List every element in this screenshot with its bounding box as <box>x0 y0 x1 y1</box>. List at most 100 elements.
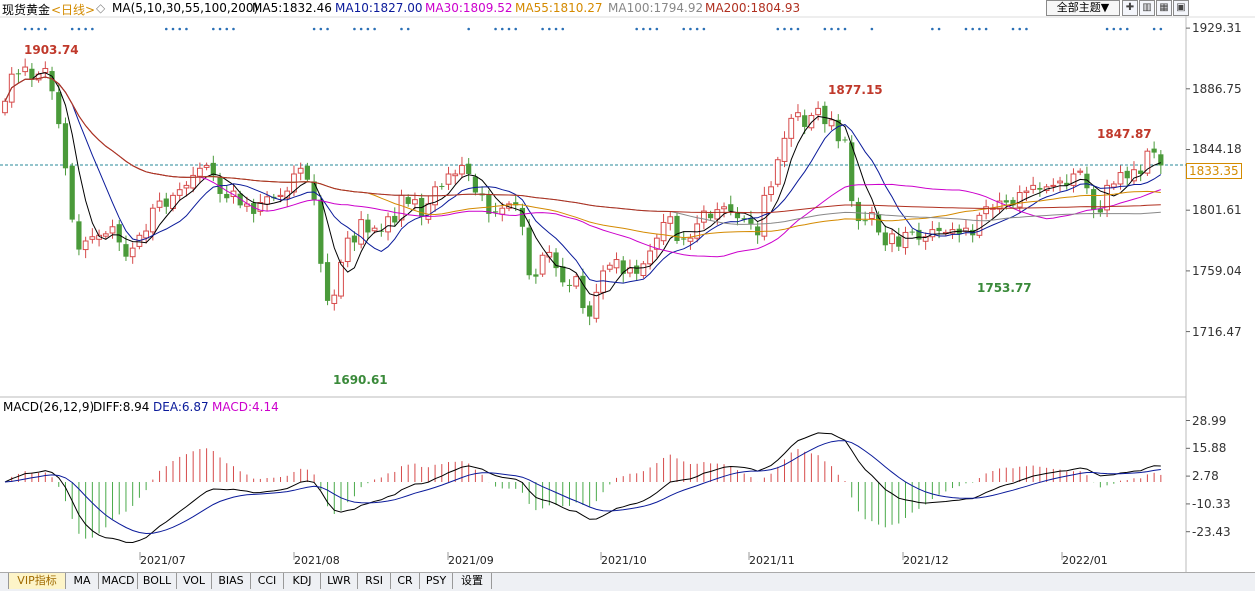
event-marker-dot <box>37 27 40 31</box>
candle-body <box>1030 184 1037 190</box>
candle-body <box>1057 180 1063 184</box>
macd-tick-label: 28.99 <box>1192 413 1227 428</box>
tab-settings[interactable]: 设置 <box>453 573 492 589</box>
tab-vol[interactable]: VOL <box>177 573 212 589</box>
ma200-line <box>4 76 1161 214</box>
event-marker-dot <box>30 27 34 31</box>
candle-body <box>331 294 338 304</box>
candle-body <box>593 291 600 319</box>
event-marker-dot <box>400 27 403 31</box>
candle-body <box>398 194 405 221</box>
tab-cci[interactable]: CCI <box>251 573 284 589</box>
tab-macd[interactable]: MACD <box>99 573 138 589</box>
candle-body <box>116 224 122 243</box>
candle-body <box>486 194 492 214</box>
y-tick-label: 1801.61 <box>1192 203 1242 218</box>
candle-body <box>822 105 828 125</box>
event-marker-dot <box>655 27 659 31</box>
candle-body <box>815 107 822 116</box>
fullscreen-icon[interactable]: ▣ <box>1173 0 1189 16</box>
macd-tick-label: -23.43 <box>1192 524 1231 539</box>
grid-icon[interactable]: ▦ <box>1156 0 1172 16</box>
theme-dropdown-button[interactable]: 全部主题▼ <box>1046 0 1120 16</box>
candle-body <box>526 227 532 276</box>
candle-body <box>237 193 243 206</box>
y-tick-label: 1844.18 <box>1192 142 1242 157</box>
candle-body <box>1064 182 1070 186</box>
y-tick-label: 1716.47 <box>1192 324 1242 339</box>
tab-cr[interactable]: CR <box>391 573 420 589</box>
candle-body <box>466 163 472 174</box>
event-marker-dot <box>870 27 874 31</box>
ma30-line <box>4 76 1161 258</box>
tab-psy[interactable]: PSY <box>420 573 453 589</box>
event-marker-dot <box>225 27 229 31</box>
candle-body <box>1110 183 1117 188</box>
y-tick-label: 1929.31 <box>1192 21 1242 36</box>
candle-body <box>983 206 990 215</box>
candle-body <box>1010 199 1016 206</box>
event-marker-dot <box>514 27 518 31</box>
layout-icon[interactable]: ▥ <box>1139 0 1155 16</box>
tab-bias[interactable]: BIAS <box>212 573 251 589</box>
event-marker-dot <box>836 27 840 31</box>
candle-body <box>889 233 895 245</box>
x-tick-label: 2021/08 <box>294 554 340 567</box>
event-marker-dot <box>1112 27 1116 31</box>
ma5-value: MA5:1832.46 <box>252 1 332 15</box>
event-marker-dot <box>1152 27 1156 31</box>
y-tick-label: 1759.04 <box>1192 263 1242 278</box>
candle-body <box>802 115 808 127</box>
event-marker-dot <box>500 27 504 31</box>
event-marker-dot <box>971 27 974 31</box>
tab-ma[interactable]: MA <box>66 573 99 589</box>
crosshair-icon[interactable]: ✚ <box>1122 0 1138 16</box>
tab-vip[interactable]: VIP指标 <box>9 573 66 589</box>
event-marker-dot <box>931 27 934 31</box>
candle-body <box>996 200 1003 210</box>
candle-body <box>472 176 478 193</box>
candle-body <box>553 252 559 269</box>
candle-body <box>566 284 573 286</box>
candle-body <box>257 202 264 212</box>
ma100-value: MA100:1794.92 <box>608 1 704 15</box>
event-marker-dot <box>212 27 215 31</box>
event-marker-dot <box>77 27 81 31</box>
period-selector[interactable]: <日线> <box>51 3 96 17</box>
event-marker-dot <box>843 27 847 31</box>
candle-body <box>587 305 593 317</box>
event-marker-dot <box>84 27 87 31</box>
candle-body <box>929 229 936 238</box>
candle-body <box>600 270 606 293</box>
event-marker-dot <box>1159 27 1163 31</box>
candle-body <box>210 162 216 176</box>
tab-lwr[interactable]: LWR <box>321 573 358 589</box>
candle-body <box>351 235 358 243</box>
event-marker-dot <box>373 27 376 31</box>
candle-body <box>1050 184 1057 187</box>
candle-body <box>708 213 714 219</box>
tab-rsi[interactable]: RSI <box>358 573 391 589</box>
candle-body <box>190 174 197 189</box>
candle-body <box>768 186 774 196</box>
event-marker-dot <box>1119 27 1122 31</box>
event-marker-dot <box>830 27 833 31</box>
candle-body <box>445 173 452 185</box>
tab-scroll-left[interactable] <box>0 573 9 589</box>
candle-body <box>1131 169 1137 182</box>
event-marker-dot <box>702 27 706 31</box>
tab-kdj[interactable]: KDJ <box>284 573 321 589</box>
candle-body <box>862 220 868 222</box>
x-tick-label: 2022/01 <box>1062 554 1108 567</box>
x-tick-label: 2021/12 <box>903 554 949 567</box>
candle-body <box>149 207 156 233</box>
candle-body <box>49 71 55 92</box>
tab-boll[interactable]: BOLL <box>138 573 177 589</box>
event-marker-dot <box>1125 27 1129 31</box>
candle-body <box>1037 187 1043 190</box>
candle-body <box>365 219 371 233</box>
high-annotation: 1847.87 <box>1097 127 1152 141</box>
event-marker-dot <box>359 27 363 31</box>
dropdown-icon[interactable]: ◇ <box>96 1 106 15</box>
